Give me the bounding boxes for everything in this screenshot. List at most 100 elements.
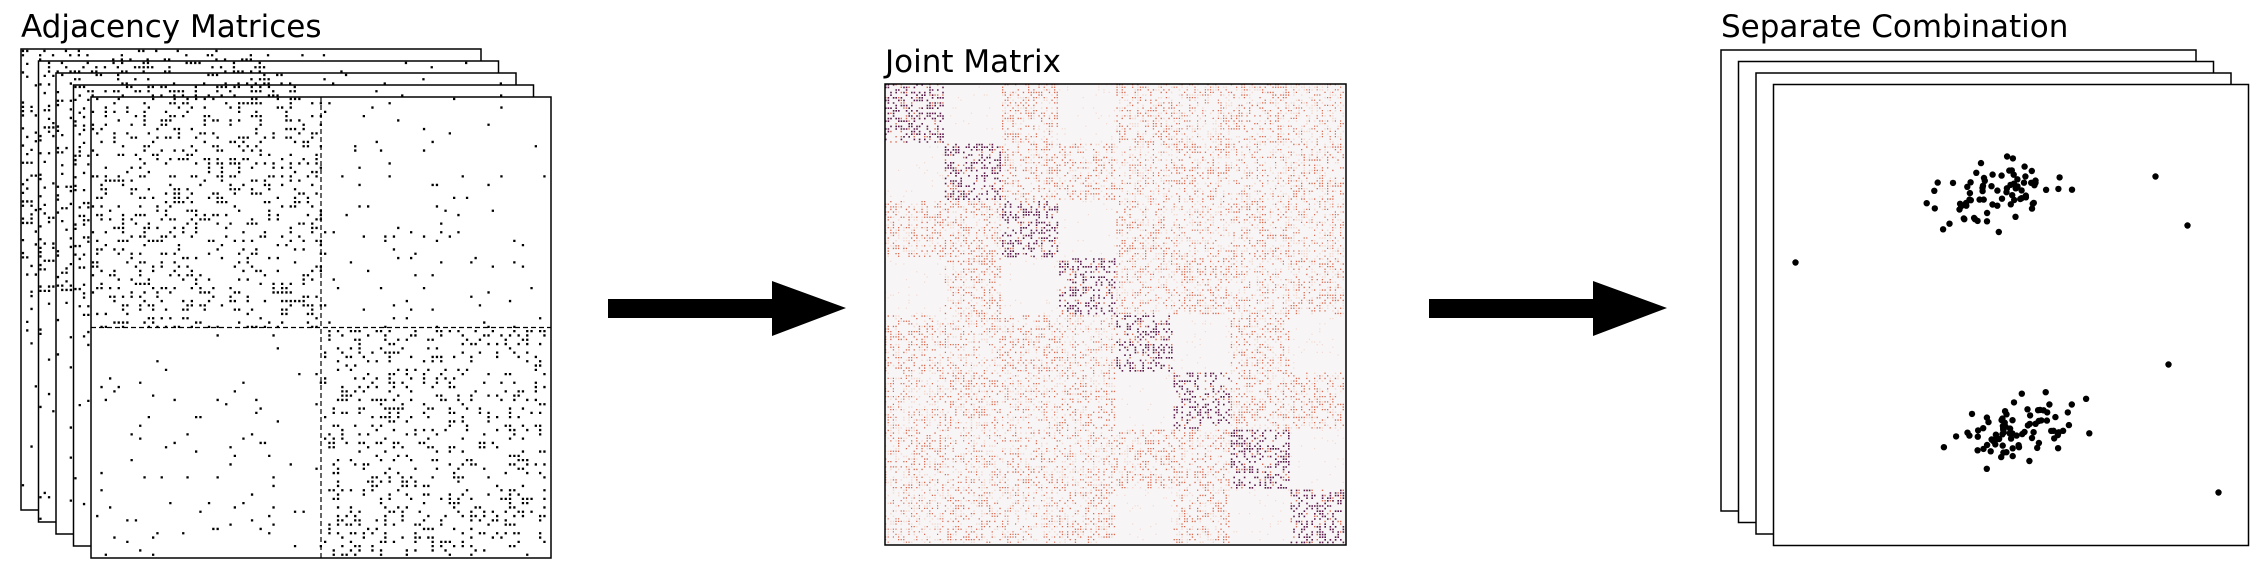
- embedding-point: [1973, 169, 1980, 176]
- embedding-point: [2014, 176, 2021, 183]
- arrow-adjacency-to-joint: [608, 281, 846, 336]
- embedding-point: [2055, 429, 2062, 436]
- embedding-point: [2009, 192, 2016, 199]
- embedding-point: [2028, 179, 2035, 186]
- embedding-point: [2034, 444, 2041, 452]
- embedding-point: [2006, 425, 2014, 432]
- embedding-point: [2051, 435, 2058, 442]
- adjacency-matrices-panel: [20, 48, 552, 559]
- embedding-point: [1998, 195, 2006, 202]
- embedding-point: [2018, 390, 2026, 397]
- embedding-point: [1977, 159, 1985, 167]
- embedding-point: [1998, 172, 2005, 179]
- embedding-point: [2009, 155, 2017, 162]
- embedding-point: [1971, 216, 1979, 223]
- embedding-point: [2021, 163, 2028, 170]
- embedding-point: [2052, 413, 2059, 421]
- embedding-point: [2055, 185, 2062, 193]
- embedding-point: [2165, 361, 2172, 368]
- embedding-point: [2028, 205, 2036, 212]
- embedding-point: [2042, 389, 2049, 396]
- embedding-point: [1983, 465, 1991, 472]
- embedding-point: [1980, 174, 1988, 182]
- embedding-point: [2086, 430, 2093, 437]
- embedding-point: [2024, 406, 2031, 413]
- embedding-point: [2032, 420, 2039, 427]
- embedding-point: [1979, 187, 1986, 195]
- embedding-point: [1980, 425, 1987, 432]
- separate-combination-title: Separate Combination: [1721, 9, 2069, 45]
- embedding-point: [1983, 218, 1991, 225]
- embedding-point: [1967, 179, 1974, 186]
- embedding-point: [1999, 442, 2006, 449]
- embedding-point: [1923, 200, 1930, 207]
- embedding-point: [1931, 205, 1939, 212]
- embedding-point: [2184, 222, 2191, 229]
- joint-matrix-title: Joint Matrix: [885, 44, 1061, 80]
- adjacency-matrices-title: Adjacency Matrices: [21, 9, 322, 45]
- embedding-point: [2046, 401, 2053, 408]
- embedding-point: [2068, 186, 2076, 193]
- joint-dots-mid: [885, 84, 1344, 543]
- embedding-point: [2019, 430, 2026, 438]
- embedding-point: [2013, 184, 2020, 192]
- embedding-point: [2056, 174, 2063, 181]
- embedding-point: [1958, 202, 1965, 210]
- embedding-point: [2012, 213, 2019, 220]
- embedding-point: [1980, 445, 1987, 453]
- embedding-point: [2030, 429, 2037, 436]
- embedding-point: [2035, 439, 2043, 447]
- arrow-joint-to-separate: [1429, 281, 1667, 336]
- embedding-point: [2028, 167, 2036, 175]
- embedding-point: [2068, 401, 2075, 408]
- embedding-point: [2010, 171, 2017, 178]
- embedding-point: [2082, 395, 2090, 402]
- embedding-point: [1966, 189, 1974, 197]
- separate-combination-panel: [1720, 49, 2250, 547]
- embedding-point: [1992, 431, 2000, 438]
- embedding-point: [2010, 399, 2018, 406]
- embedding-point: [2043, 417, 2051, 424]
- embedding-point: [1952, 433, 1960, 440]
- embedding-point: [1974, 427, 1982, 434]
- embedding-point: [1940, 444, 1948, 451]
- joint-matrix-panel: [884, 83, 1347, 546]
- adjacency-matrix-sheet: [90, 96, 552, 559]
- embedding-point: [1792, 259, 1799, 266]
- embedding-point: [1987, 448, 1994, 455]
- embedding-point: [2015, 444, 2023, 451]
- embedding-point: [2009, 445, 2016, 452]
- embedding-point: [2036, 406, 2044, 414]
- embedding-point: [2011, 196, 2018, 204]
- embedding-point: [2018, 187, 2025, 194]
- embedding-point: [1961, 216, 1968, 223]
- embedding-point: [2026, 420, 2034, 428]
- embedding-point: [1985, 418, 1992, 426]
- embedding-point: [1949, 179, 1957, 187]
- embedding-point: [1967, 197, 1975, 204]
- embedding-point: [1989, 201, 1996, 208]
- joint-dots-high: [885, 84, 1345, 544]
- embedding-point: [2009, 417, 2016, 424]
- embedding-point: [2026, 457, 2033, 465]
- embedding-point: [2030, 199, 2038, 207]
- embedding-point: [1939, 226, 1947, 233]
- embedding-point: [2022, 194, 2030, 201]
- embedding-point: [2152, 173, 2159, 180]
- embedding-point: [1983, 209, 1991, 217]
- embedding-point: [1931, 187, 1938, 194]
- embedding-point: [1989, 171, 1996, 178]
- embedding-point: [2009, 452, 2016, 460]
- embedding-point: [1980, 196, 1987, 203]
- embedding-point: [2050, 427, 2057, 434]
- embedding-point: [1995, 228, 2003, 236]
- embedding-point: [1998, 416, 2005, 424]
- embedding-point: [2022, 173, 2029, 180]
- embedding-point: [2215, 489, 2222, 496]
- embedding-point: [1994, 187, 2001, 194]
- embedding-point: [2028, 434, 2036, 442]
- embedding-point: [1988, 183, 1995, 190]
- embedding-point: [2003, 153, 2011, 160]
